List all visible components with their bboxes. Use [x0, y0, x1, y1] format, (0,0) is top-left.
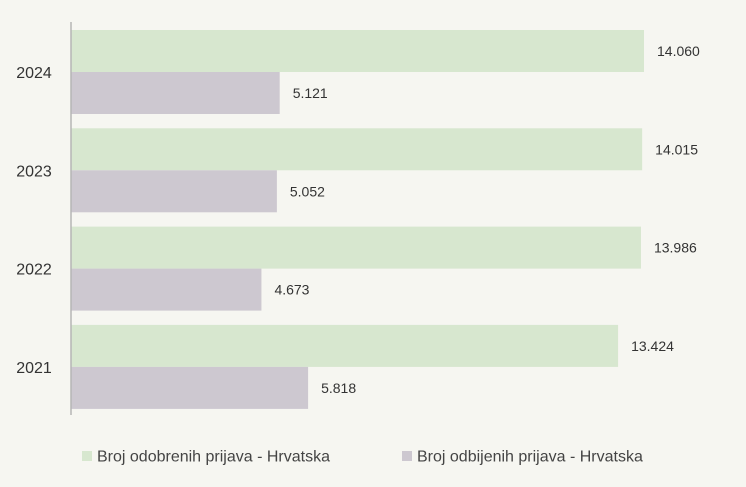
value-label-2021-series-2: 5.818	[321, 380, 356, 396]
value-label-2022-series-2: 4.673	[274, 282, 309, 298]
bar-2022-series-2	[71, 268, 262, 311]
category-label-2024: 2024	[16, 65, 52, 82]
bar-2022-series-1	[71, 226, 641, 269]
value-label-2021-series-1: 13.424	[631, 338, 674, 354]
legend-label-series-1: Broj odobrenih prijava - Hrvatska	[97, 449, 330, 466]
bar-2024-series-1	[71, 30, 644, 72]
category-label-2022: 2022	[16, 262, 52, 279]
labels-group: 14.060 5.121 2024 14.015 5.052 2023 13.986 4.67…	[16, 43, 700, 396]
category-label-2023: 2023	[16, 163, 52, 180]
bar-2023-series-1	[71, 128, 643, 171]
bar-2024-series-2	[71, 72, 280, 114]
value-label-2022-series-1: 13.986	[654, 240, 697, 256]
value-label-2023-series-1: 14.015	[655, 141, 698, 157]
legend-swatch-series-1	[82, 451, 92, 461]
bar-2021-series-2	[71, 366, 309, 409]
legend-item-series-2: Broj odbijenih prijava - Hrvatska	[402, 449, 643, 466]
bars-group	[71, 30, 644, 409]
value-label-2024-series-2: 5.121	[293, 85, 328, 101]
bar-2021-series-1	[71, 324, 619, 367]
bar-2023-series-2	[71, 170, 277, 213]
legend-swatch-series-2	[402, 451, 412, 461]
value-label-2024-series-1: 14.060	[657, 43, 700, 59]
legend-item-series-1: Broj odobrenih prijava - Hrvatska	[82, 449, 330, 466]
legend-label-series-2: Broj odbijenih prijava - Hrvatska	[417, 449, 643, 466]
legend: Broj odobrenih prijava - Hrvatska Broj od…	[82, 449, 643, 466]
category-label-2021: 2021	[16, 360, 52, 377]
value-label-2023-series-2: 5.052	[290, 183, 325, 199]
